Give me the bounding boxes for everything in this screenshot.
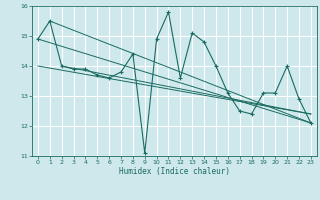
- X-axis label: Humidex (Indice chaleur): Humidex (Indice chaleur): [119, 167, 230, 176]
